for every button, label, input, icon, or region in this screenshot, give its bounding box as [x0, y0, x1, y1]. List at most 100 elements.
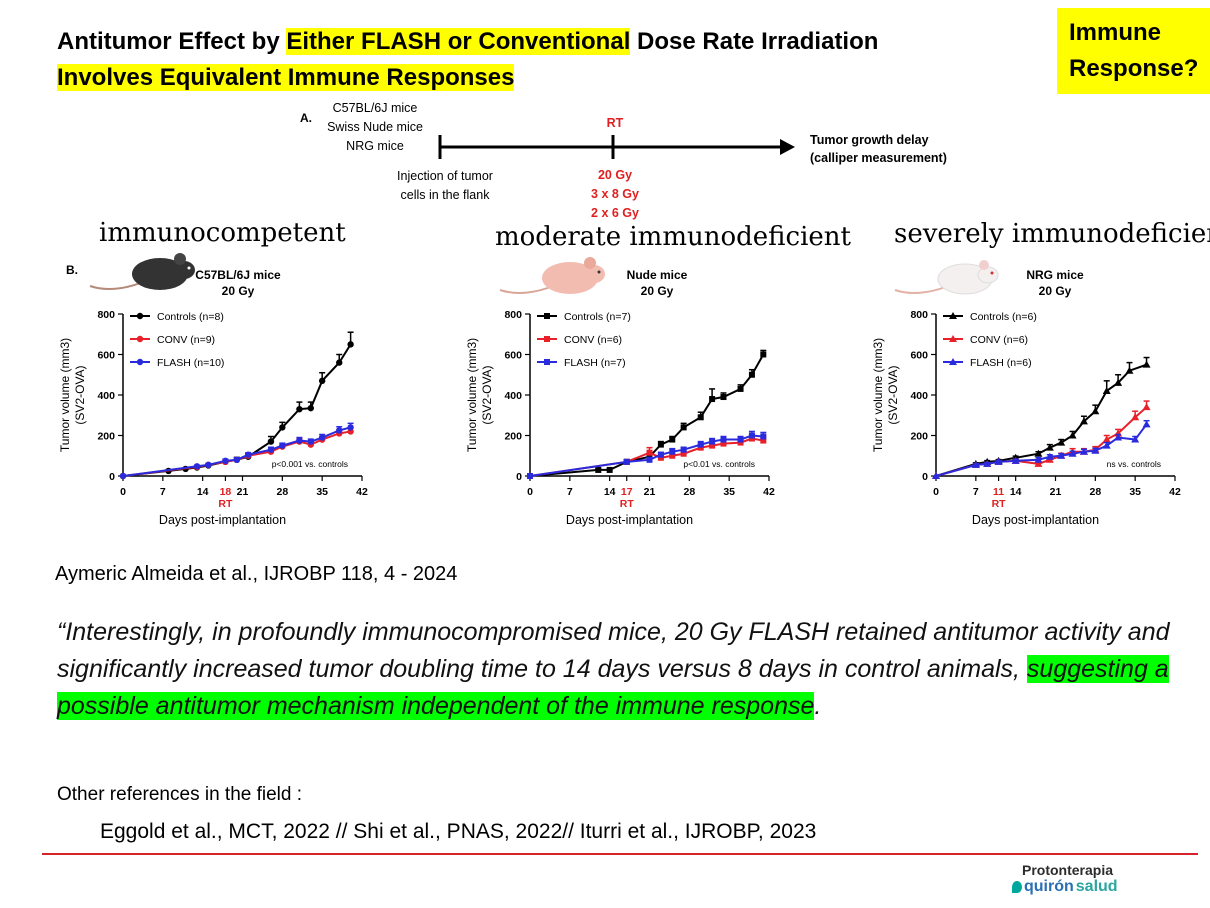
y-axis-label: Tumor volume (mm3)(SV2-OVA): [871, 338, 900, 452]
series-1-line: [122, 430, 351, 477]
series-2-point: [623, 458, 630, 465]
series-0-point: [595, 466, 602, 473]
other-references: Eggold et al., MCT, 2022 // Shi et al., …: [100, 820, 817, 843]
immune-box-line-1: Immune: [1069, 19, 1162, 46]
series-2-point: [1114, 433, 1123, 441]
title-highlight: Either FLASH or Conventional: [286, 28, 631, 55]
timeline-arrow: [438, 135, 795, 159]
title-line-1: Antitumor Effect by Either FLASH or Conv…: [57, 24, 878, 60]
y-tick-label: 0: [922, 471, 928, 483]
series-2-point: [527, 473, 533, 479]
series-2-point: [1011, 456, 1020, 464]
series-0-point: [1114, 378, 1123, 386]
injection-label: Injection of tumor cells in the flank: [375, 167, 515, 205]
series-1-point: [737, 439, 744, 446]
x-tick-label: 28: [683, 486, 695, 498]
series-2-point: [307, 438, 314, 445]
series-0-point: [1034, 449, 1043, 457]
series-0-point: [279, 424, 286, 431]
x-tick-label: 35: [316, 486, 328, 498]
x-tick-label: 21: [1050, 486, 1062, 498]
series-2-point: [932, 472, 940, 479]
series-1-point: [1102, 435, 1111, 443]
y-axis-label: Tumor volume (mm3)(SV2-OVA): [58, 338, 87, 452]
series-2-point: [1079, 447, 1088, 455]
series-1-point: [657, 454, 664, 461]
rt-marker-label: RT: [620, 498, 635, 510]
significance-annotation: p<0.01 vs. controls: [683, 459, 755, 469]
series-1-point: [646, 449, 653, 456]
quote: “Interestingly, in profoundly immunocomp…: [57, 614, 1197, 725]
chart-3-title: NRG mice 20 Gy: [1010, 267, 1100, 299]
title-part-1: Antitumor Effect by: [57, 28, 287, 55]
legend-1-marker: [949, 335, 957, 342]
legend-2-label: FLASH (n=7): [564, 357, 626, 369]
x-axis-label: Days post-implantation: [159, 513, 286, 527]
series-2-point: [119, 472, 127, 480]
legend-2-marker: [544, 359, 550, 365]
series-2-point: [657, 451, 664, 458]
mouse-strains: C57BL/6J mice Swiss Nude mice NRG mice: [315, 99, 435, 156]
dose-2: 3 x 8 Gy: [591, 187, 639, 201]
series-0-point: [606, 466, 613, 473]
x-tick-label: 42: [1169, 486, 1181, 498]
chart-2-title: Nude mice 20 Gy: [612, 267, 702, 299]
series-2-point: [1131, 435, 1140, 443]
slide-title: Antitumor Effect by Either FLASH or Conv…: [57, 24, 878, 96]
series-2-point: [1068, 449, 1077, 457]
series-2-point: [994, 457, 1003, 465]
x-axis-label: Days post-implantation: [566, 513, 693, 527]
y-tick-label: 600: [910, 350, 928, 362]
y-axis-label-line: (SV2-OVA): [886, 365, 900, 424]
injection-line-2: cells in the flank: [400, 188, 490, 202]
x-tick-label: 14: [197, 486, 209, 498]
x-tick-label: 18: [220, 486, 232, 498]
y-tick-label: 200: [504, 431, 522, 443]
legend-0-marker: [949, 312, 957, 319]
rt-label: RT: [606, 116, 624, 130]
y-tick-label: 200: [97, 431, 115, 443]
series-0-point: [1125, 366, 1134, 374]
series-2-point: [1102, 441, 1111, 449]
series-0-point: [296, 405, 303, 413]
series-1-point: [760, 437, 767, 444]
series-2-point: [971, 460, 980, 468]
citation: Aymeric Almeida et al., IJROBP 118, 4 - …: [55, 563, 458, 585]
dose-list: 20 Gy 3 x 8 Gy 2 x 6 Gy: [570, 166, 660, 223]
x-tick-label: 7: [973, 486, 979, 498]
panel-b-label: B.: [66, 263, 78, 277]
x-tick-label: 0: [120, 486, 126, 498]
quote-text: “Interestingly, in profoundly immunocomp…: [57, 618, 1170, 683]
chart-3-subtitle: 20 Gy: [1038, 284, 1072, 298]
injection-line-1: Injection of tumor: [397, 169, 493, 183]
significance-annotation: p<0.001 vs. controls: [272, 459, 348, 469]
x-tick-label: 28: [1089, 486, 1101, 498]
heading-severe: severely immunodeficient: [894, 219, 1210, 249]
series-2-point: [760, 433, 767, 440]
rt-marker-label: RT: [992, 498, 1007, 510]
legend-1-marker: [544, 336, 550, 342]
series-0-point: [1057, 438, 1066, 446]
legend-2-label: FLASH (n=6): [970, 357, 1032, 369]
outcome-label: Tumor growth delay (calliper measurement…: [810, 131, 947, 167]
other-references-heading: Other references in the field :: [57, 784, 303, 805]
series-0-point: [318, 377, 326, 385]
series-1-point: [697, 444, 704, 451]
legend-2-marker: [136, 358, 144, 366]
immune-response-box: Immune Response?: [1057, 8, 1210, 94]
series-2-point: [1057, 451, 1066, 459]
series-2-point: [347, 424, 354, 431]
series-2-point: [1034, 455, 1043, 463]
series-1-point: [748, 435, 755, 442]
y-tick-label: 600: [97, 350, 115, 362]
x-tick-label: 17: [621, 486, 633, 498]
series-1-point: [1034, 459, 1043, 467]
chart-nrg: 0 200 400 600 800 0 7 11 14 21 28 35 42 RT Days post-i…: [871, 309, 1181, 527]
series-0-point: [1068, 431, 1077, 439]
chart-1-title: C57BL/6J mice 20 Gy: [193, 267, 283, 299]
y-axis-label-line: (SV2-OVA): [480, 365, 494, 424]
series-0-point: [760, 351, 767, 358]
y-tick-label: 800: [504, 309, 522, 321]
white-mouse-icon: [894, 260, 999, 295]
x-tick-label: 21: [644, 486, 656, 498]
